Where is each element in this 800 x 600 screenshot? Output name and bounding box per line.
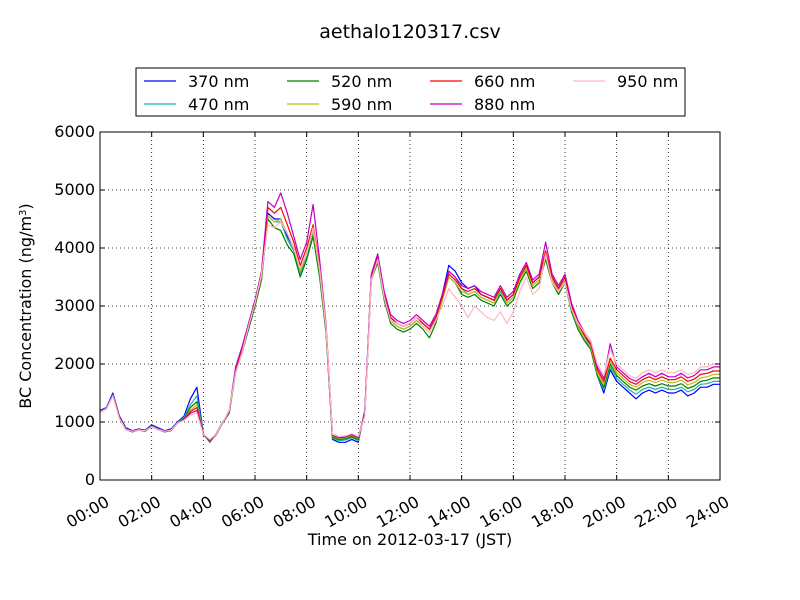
y-tick-labels: 0 1000 2000 3000 4000 5000 6000 (54, 122, 95, 489)
y-tick-label: 0 (85, 470, 95, 489)
y-tick-label: 6000 (54, 122, 95, 141)
series-line-950-nm (99, 221, 720, 440)
legend-label: 370 nm (188, 72, 249, 91)
chart-title: aethalo120317.csv (319, 21, 501, 43)
y-axis-label-end: ) (16, 203, 35, 209)
y-axis-label-superscript: 3 (18, 210, 29, 216)
series-lines (99, 192, 720, 443)
legend-label: 470 nm (188, 95, 249, 114)
legend-label: 660 nm (474, 72, 535, 91)
legend-label: 590 nm (331, 95, 392, 114)
x-axis-label: Time on 2012-03-17 (JST) (307, 530, 512, 549)
axis-ticks (99, 131, 721, 481)
y-tick-label: 5000 (54, 180, 95, 199)
legend-entries: 370 nm 470 nm 520 nm 590 nm 660 nm 880 nm 950 … (144, 72, 678, 114)
legend: 370 nm 470 nm 520 nm 590 nm 660 nm 880 nm 950 … (135, 67, 686, 117)
legend-label: 880 nm (474, 95, 535, 114)
y-axis-label: BC Concentration (ng/m3) (16, 203, 35, 408)
legend-label: 520 nm (331, 72, 392, 91)
legend-frame (135, 67, 686, 117)
legend-label: 950 nm (617, 72, 678, 91)
y-tick-label: 3000 (54, 296, 95, 315)
y-tick-label: 2000 (54, 354, 95, 373)
y-tick-label: 4000 (54, 238, 95, 257)
y-tick-label: 1000 (54, 412, 95, 431)
y-axis-label-main: BC Concentration (ng/m (16, 216, 35, 409)
